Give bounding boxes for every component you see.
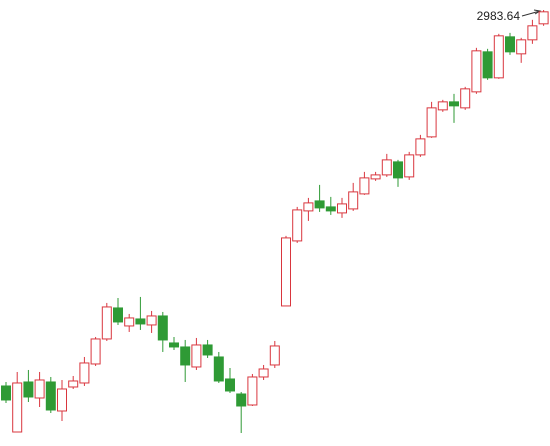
candle-body (460, 88, 471, 109)
candle-body (292, 209, 303, 242)
candle-body (415, 138, 426, 156)
candle-body (516, 39, 527, 55)
candle-body (180, 346, 191, 366)
candle-body (258, 368, 269, 378)
candle-body (191, 344, 202, 368)
candle-body (337, 203, 347, 214)
candle-body (45, 381, 56, 411)
candle-body (471, 50, 482, 93)
candle-body (225, 378, 235, 392)
candle-body (404, 154, 415, 178)
candle-body (505, 36, 515, 53)
annotation-arrowhead (533, 9, 542, 15)
candle-body (169, 342, 179, 348)
candle-body (23, 381, 34, 398)
high-annotation: 2983.64 (477, 9, 521, 23)
candle-body (157, 315, 168, 341)
candle-body (34, 379, 45, 399)
candle-body (370, 174, 381, 180)
candle-body (236, 393, 247, 407)
candle-body (348, 191, 359, 210)
candle-body (90, 338, 101, 365)
candle-body (269, 345, 280, 366)
annotation-arrow (521, 10, 541, 17)
candle-body (1, 385, 11, 401)
candle-body (101, 306, 112, 340)
candle-body (113, 307, 123, 323)
candle-body (281, 237, 291, 307)
candle-body (314, 200, 325, 209)
candle-body (393, 161, 403, 179)
candle-body (124, 317, 135, 327)
candle-body (325, 206, 336, 212)
candle-body (202, 344, 213, 356)
candle-body (57, 388, 67, 412)
candle-body (381, 159, 392, 176)
candle-body (12, 382, 23, 433)
candle-body (493, 35, 504, 79)
candle-body (247, 376, 258, 406)
candle-body (449, 101, 459, 107)
candle-body (213, 356, 224, 382)
candle-body (79, 362, 90, 384)
candle-body (303, 202, 314, 212)
candle-body (359, 177, 370, 195)
candle-body (135, 318, 146, 325)
candle-body (68, 380, 79, 388)
candle-body (146, 315, 157, 326)
candle-body (538, 11, 549, 25)
candle-body (527, 25, 538, 41)
candle-body (437, 101, 448, 111)
candle-body (426, 107, 437, 138)
candle-body (482, 51, 493, 79)
